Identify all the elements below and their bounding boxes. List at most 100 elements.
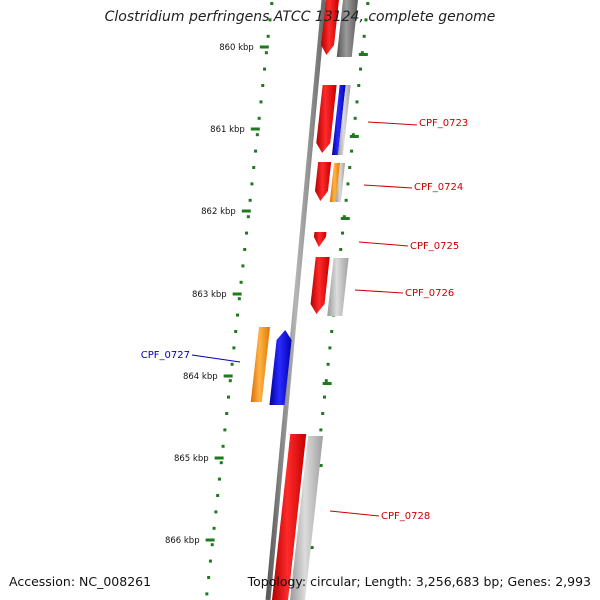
- minor-tick-left: [270, 2, 274, 5]
- accession-text: Accession: NC_008261: [9, 574, 152, 589]
- gene-leader-line: [354, 289, 404, 294]
- minor-tick-left: [252, 166, 256, 169]
- minor-tick-left: [234, 330, 238, 333]
- minor-tick-left: [223, 428, 227, 432]
- minor-tick-left: [261, 84, 265, 87]
- minor-tick-left: [248, 198, 252, 202]
- tick-label: 863 kbp: [192, 290, 227, 300]
- minor-tick-right: [322, 395, 326, 399]
- minor-tick-right: [321, 412, 325, 415]
- genome-backbone: [265, 0, 327, 600]
- minor-tick-left: [225, 412, 229, 415]
- highlight-feature: [331, 85, 346, 155]
- major-tick-right: [340, 217, 350, 220]
- minor-tick-right: [350, 149, 354, 153]
- minor-tick-right: [364, 18, 368, 22]
- minor-tick-left: [236, 313, 240, 317]
- minor-tick-left: [259, 100, 263, 104]
- highlight-feature: [269, 330, 292, 405]
- minor-tick-right: [357, 84, 361, 87]
- minor-tick-left: [257, 116, 261, 120]
- minor-tick-left: [239, 280, 243, 284]
- minor-tick-left: [226, 395, 230, 399]
- gene-feature: [290, 436, 324, 600]
- minor-tick-left: [214, 510, 218, 514]
- minor-tick-left: [207, 576, 211, 579]
- cds-feature: [310, 257, 330, 314]
- minor-tick-right: [344, 198, 348, 202]
- minor-tick-left: [221, 444, 225, 448]
- major-tick-right: [349, 135, 359, 138]
- gene-feature: [336, 0, 358, 57]
- minor-tick-left: [237, 297, 241, 301]
- gene-label: CPF_0727: [141, 350, 190, 361]
- minor-tick-left: [217, 477, 221, 481]
- minor-tick-right: [360, 51, 364, 55]
- major-tick-left: [223, 374, 233, 378]
- tick-label: 864 kbp: [183, 372, 218, 382]
- minor-tick-left: [255, 133, 259, 137]
- tick-label: 861 kbp: [210, 125, 245, 135]
- gene-feature: [335, 163, 346, 202]
- minor-tick-right: [339, 248, 343, 251]
- minor-tick-left: [268, 18, 272, 22]
- minor-tick-right: [326, 362, 330, 366]
- minor-tick-right: [351, 133, 355, 137]
- label-layer: 860 kbp 861 kbp 862 kbp 863 kbp 864 kbp 865 k…: [141, 43, 468, 546]
- major-tick-left: [232, 292, 242, 296]
- cds-feature: [316, 85, 337, 153]
- gene-label: CPF_0726: [405, 288, 454, 299]
- rna-feature: [329, 163, 341, 202]
- minor-tick-right: [366, 2, 370, 5]
- major-tick-left: [259, 45, 269, 49]
- gene-leader-line: [363, 184, 413, 189]
- major-tick-left: [205, 538, 215, 542]
- minor-tick-right: [362, 34, 366, 38]
- minor-tick-right: [324, 379, 328, 383]
- minor-tick-left: [212, 526, 216, 530]
- major-tick-left: [250, 127, 260, 131]
- minor-tick-left: [250, 182, 254, 186]
- minor-tick-right: [328, 346, 332, 350]
- minor-tick-left: [264, 51, 268, 55]
- minor-tick-right: [359, 67, 363, 71]
- cds-feature: [272, 434, 307, 600]
- cds-feature: [314, 162, 332, 201]
- gene-feature: [337, 85, 351, 155]
- minor-tick-left: [205, 592, 209, 596]
- major-tick-left: [214, 456, 224, 460]
- gene-leader-line: [367, 121, 418, 126]
- minor-tick-left: [219, 461, 223, 465]
- feature-layer: [250, 0, 358, 600]
- minor-tick-left: [245, 231, 249, 235]
- minor-tick-left: [210, 543, 214, 547]
- tick-label: 860 kbp: [219, 43, 254, 53]
- minor-tick-left: [243, 248, 247, 251]
- gene-feature: [327, 258, 349, 316]
- minor-tick-left: [230, 362, 234, 366]
- gene-leader-line: [191, 354, 241, 363]
- minor-tick-right: [348, 166, 352, 169]
- minor-tick-left: [263, 67, 267, 71]
- minor-tick-right: [346, 182, 350, 186]
- minor-tick-right: [330, 330, 334, 333]
- tick-label: 865 kbp: [174, 454, 209, 464]
- minor-tick-left: [254, 149, 258, 153]
- minor-tick-left: [208, 559, 212, 563]
- cds-feature: [313, 232, 327, 247]
- minor-tick-right: [355, 100, 359, 104]
- tick-label: 866 kbp: [165, 536, 200, 546]
- minor-tick-left: [246, 215, 250, 219]
- major-tick-left: [241, 209, 251, 213]
- major-tick-right: [322, 382, 332, 385]
- minor-tick-right: [341, 231, 345, 235]
- minor-tick-left: [266, 34, 270, 38]
- gene-label: CPF_0724: [414, 182, 463, 193]
- minor-tick-left: [216, 494, 220, 497]
- cds-feature: [321, 0, 339, 55]
- major-tick-right: [358, 53, 368, 56]
- gene-label: CPF_0723: [419, 118, 468, 129]
- minor-tick-left: [228, 379, 232, 383]
- minor-tick-right: [319, 428, 323, 432]
